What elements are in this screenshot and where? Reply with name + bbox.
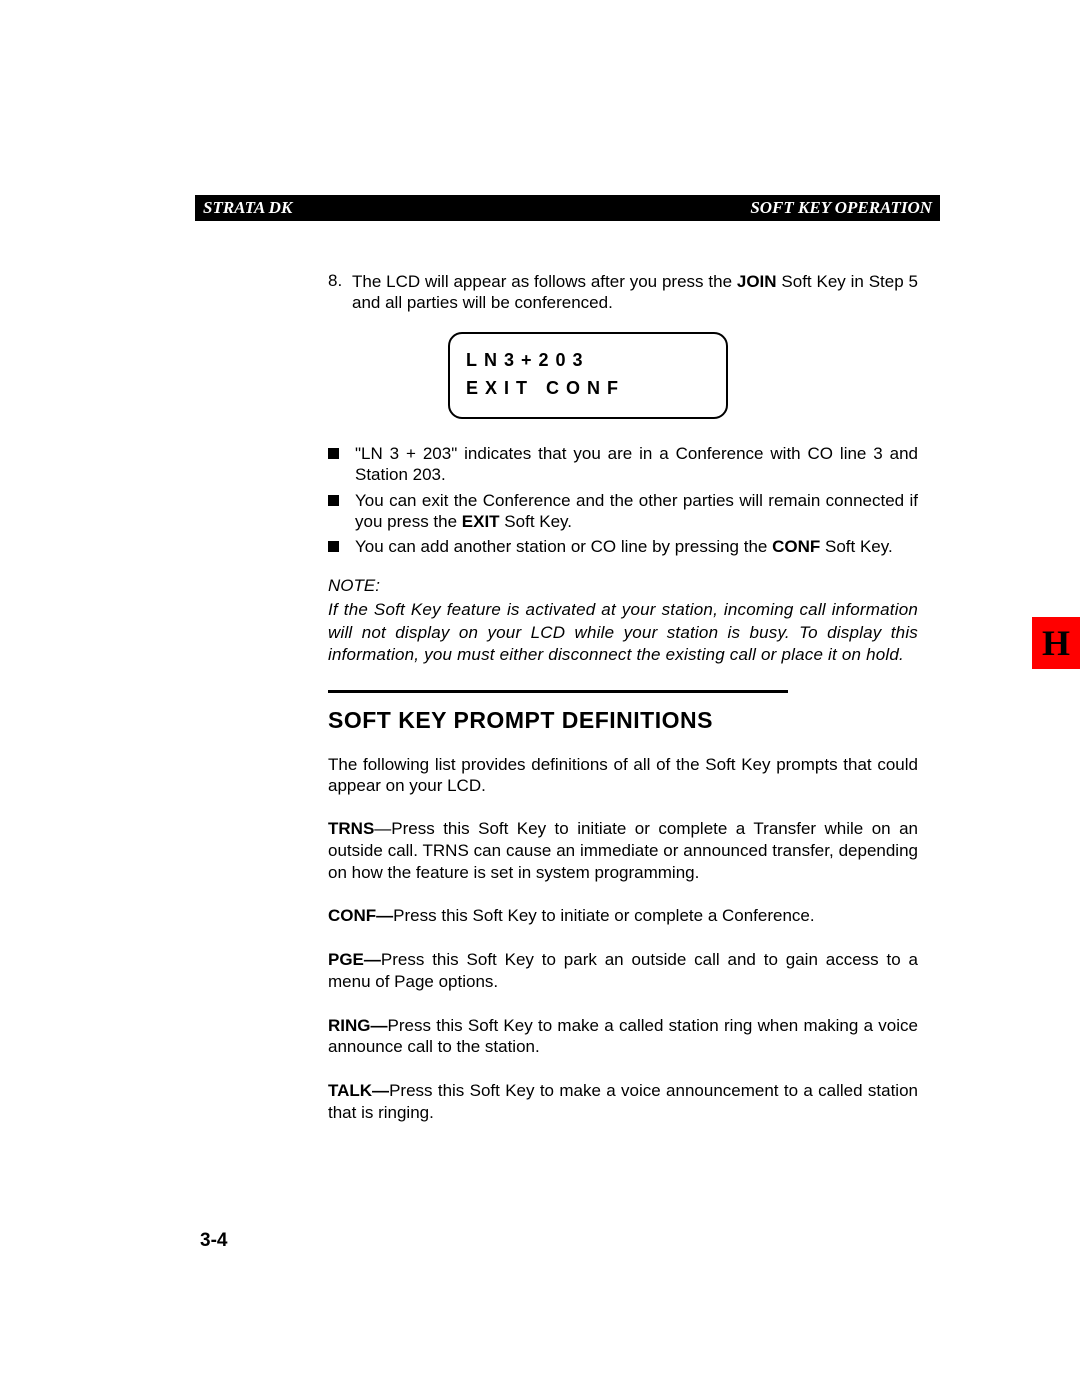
square-bullet-icon [328, 541, 339, 552]
definition-term: TRNS [328, 819, 374, 838]
definition-term: PGE— [328, 950, 381, 969]
bullet-text: You can exit the Conference and the othe… [355, 490, 918, 533]
bullet-text: "LN 3 + 203" indicates that you are in a… [355, 443, 918, 486]
definition-body: Press this Soft Key to initiate or compl… [393, 906, 814, 925]
page-number: 3-4 [200, 1230, 227, 1252]
definition-item: CONF—Press this Soft Key to initiate or … [328, 905, 918, 927]
intro-paragraph: The following list provides definitions … [328, 754, 918, 797]
step-number: 8. [328, 271, 352, 314]
section-title: SOFT KEY PROMPT DEFINITIONS [328, 707, 918, 734]
lcd-display: LN3+203 EXIT CONF [448, 332, 728, 420]
page-header: STRATA DK SOFT KEY OPERATION [195, 195, 940, 221]
section-rule [328, 690, 788, 693]
header-right: SOFT KEY OPERATION [750, 198, 932, 218]
definition-body: Press this Soft Key to park an outside c… [328, 950, 918, 991]
bullet-item: You can exit the Conference and the othe… [328, 490, 918, 533]
definition-item: TALK—Press this Soft Key to make a voice… [328, 1080, 918, 1124]
definition-body: Press this Soft Key to make a called sta… [328, 1016, 918, 1057]
bullet-item: You can add another station or CO line b… [328, 536, 918, 557]
step-8: 8. The LCD will appear as follows after … [328, 271, 918, 314]
bullet-text: You can add another station or CO line b… [355, 536, 918, 557]
section-tab-h: H [1032, 617, 1080, 669]
square-bullet-icon [328, 495, 339, 506]
bullet-item: "LN 3 + 203" indicates that you are in a… [328, 443, 918, 486]
step-text-bold: JOIN [737, 272, 777, 291]
lcd-line-2: EXIT CONF [466, 374, 710, 403]
definition-item: PGE—Press this Soft Key to park an outsi… [328, 949, 918, 993]
definition-term: CONF— [328, 906, 393, 925]
definition-item: TRNS—Press this Soft Key to initiate or … [328, 818, 918, 883]
definition-body: —Press this Soft Key to initiate or comp… [328, 819, 918, 882]
lcd-line-1: LN3+203 [466, 346, 710, 375]
header-left: STRATA DK [203, 198, 292, 218]
definition-term: TALK— [328, 1081, 389, 1100]
definitions-list: TRNS—Press this Soft Key to initiate or … [328, 818, 918, 1124]
step-text: The LCD will appear as follows after you… [352, 271, 918, 314]
square-bullet-icon [328, 448, 339, 459]
note: NOTE: If the Soft Key feature is activat… [328, 575, 918, 665]
bullet-list: "LN 3 + 203" indicates that you are in a… [328, 443, 918, 557]
definition-body: Press this Soft Key to make a voice anno… [328, 1081, 918, 1122]
definition-term: RING— [328, 1016, 388, 1035]
definition-item: RING—Press this Soft Key to make a calle… [328, 1015, 918, 1059]
note-label: NOTE: [328, 575, 918, 597]
step-text-prefix: The LCD will appear as follows after you… [352, 272, 737, 291]
main-content: 8. The LCD will appear as follows after … [328, 271, 918, 1124]
note-body: If the Soft Key feature is activated at … [328, 600, 918, 663]
